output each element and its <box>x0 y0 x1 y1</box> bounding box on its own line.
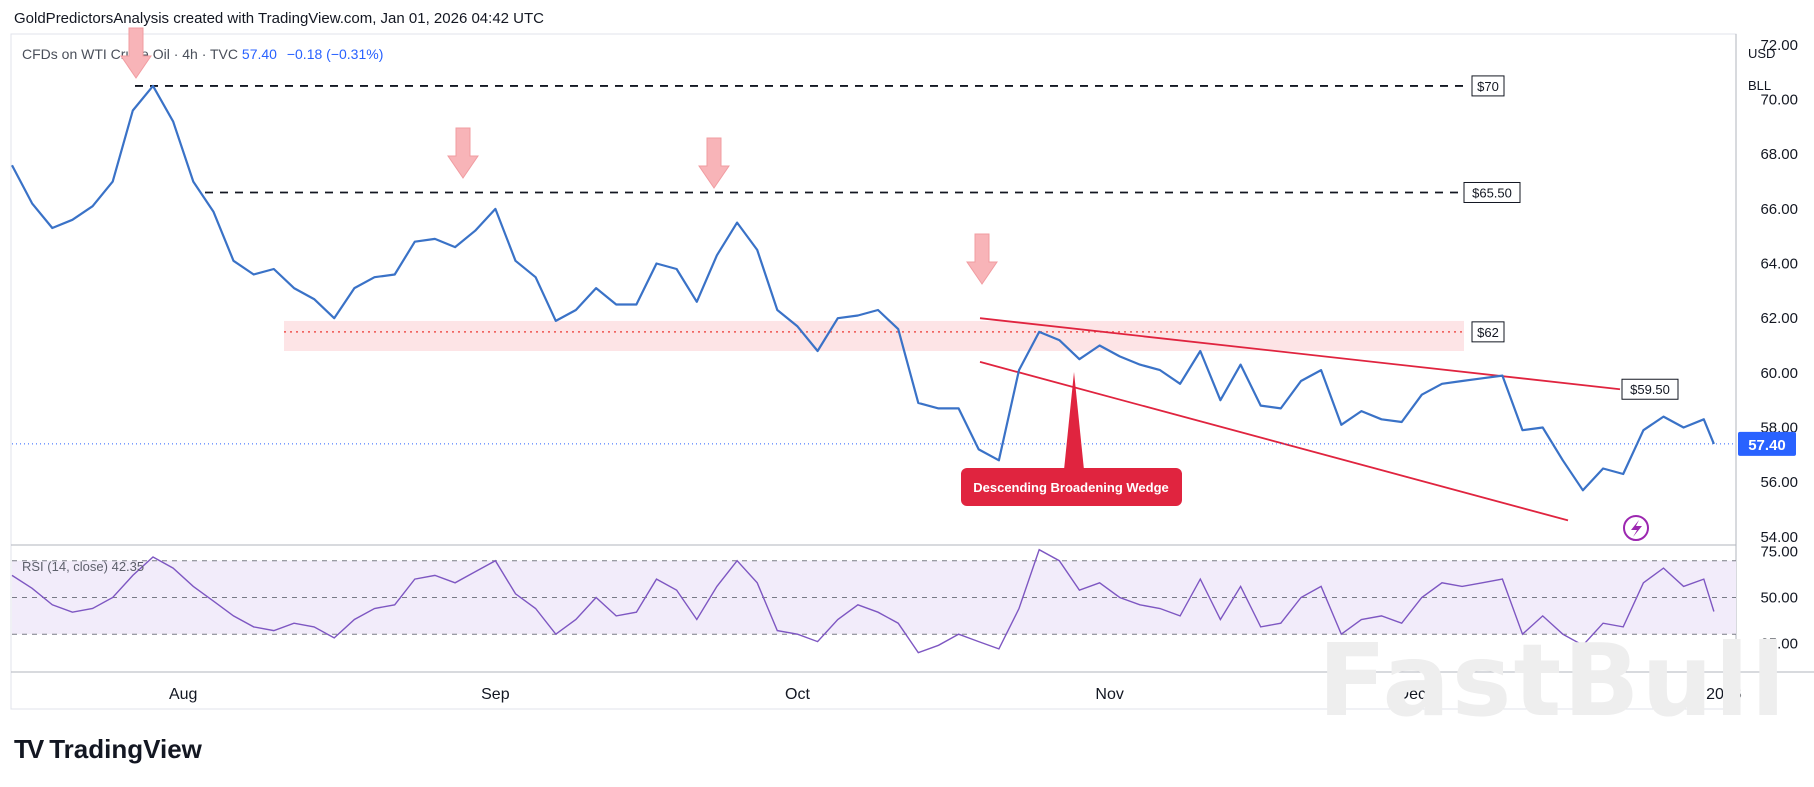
price-tick-label: 66.00 <box>1760 201 1798 218</box>
level-tag-box <box>1471 321 1505 343</box>
level-tag-label: $70 <box>1477 79 1499 94</box>
time-tick-label: Sep <box>481 686 510 703</box>
wedge-upper-line <box>979 317 1621 391</box>
level-tag: $59.50 <box>1621 378 1679 400</box>
tradingview-logo-icon: TV <box>14 734 44 764</box>
level-tag: $70 <box>1471 75 1505 97</box>
rsi-tick-label: 50.00 <box>1760 589 1798 606</box>
price-change: −0.18 (−0.31%) <box>286 46 384 62</box>
price-tick-label: 70.00 <box>1760 92 1798 109</box>
level-tag-box <box>1471 75 1505 97</box>
price-tick-label: 56.00 <box>1760 474 1798 491</box>
tradingview-wordmark: TradingView <box>49 734 202 764</box>
time-tick-label: Oct <box>785 686 810 703</box>
price-tick-label: 64.00 <box>1760 256 1798 273</box>
wedge-lower-line <box>979 361 1569 522</box>
rsi-legend: RSI (14, close) 42.35 <box>22 559 144 574</box>
time-tick-label: Nov <box>1095 686 1123 703</box>
pattern-callout-box <box>961 468 1182 506</box>
lightning-bolt-icon <box>1631 520 1642 537</box>
callout-pointer <box>1064 372 1084 470</box>
unit-label[interactable]: BLL <box>1748 78 1772 93</box>
level-tag-box <box>1463 181 1521 203</box>
level-tag-label: $65.50 <box>1472 185 1512 200</box>
level-tag: $62 <box>1471 321 1505 343</box>
price-tick-label: 54.00 <box>1760 529 1798 546</box>
level-tag-label: $62 <box>1477 325 1499 340</box>
level-tag: $65.50 <box>1463 181 1521 203</box>
pattern-callout-label: Descending Broadening Wedge <box>973 480 1169 495</box>
time-tick-label: 2026 <box>1706 686 1742 703</box>
rsi-tick-label: 75.00 <box>1760 544 1798 561</box>
peak-arrow-icon <box>966 233 998 285</box>
level-tag-box <box>1621 378 1679 400</box>
time-tick-label: Dec <box>1398 686 1426 703</box>
lightning-icon <box>1623 515 1649 541</box>
price-tick-label: 62.00 <box>1760 310 1798 327</box>
current-price-badge-label: 57.40 <box>1748 437 1786 454</box>
current-price-badge <box>1738 431 1796 456</box>
tradingview-logo[interactable]: TV TradingView <box>14 734 202 765</box>
peak-arrow-icon <box>447 127 479 179</box>
last-price: 57.40 <box>241 46 277 62</box>
price-tick-label: 68.00 <box>1760 146 1798 163</box>
attribution-text: GoldPredictorsAnalysis created with Trad… <box>14 10 544 27</box>
level-tag-label: $59.50 <box>1630 382 1670 397</box>
resistance-zone <box>284 320 1464 351</box>
price-line <box>11 84 1715 492</box>
rsi-line <box>11 548 1715 654</box>
peak-arrow-icon <box>698 137 730 189</box>
price-tick-label: 72.00 <box>1760 37 1798 54</box>
currency-label[interactable]: USD <box>1748 46 1776 61</box>
price-tick-label: 60.00 <box>1760 365 1798 382</box>
rsi-tick-label: 25.00 <box>1760 635 1798 652</box>
time-tick-label: Aug <box>169 686 197 703</box>
peak-arrow-icon <box>120 27 152 79</box>
